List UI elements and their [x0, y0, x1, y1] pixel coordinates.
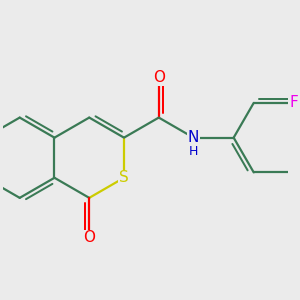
Text: O: O — [83, 230, 95, 245]
Text: H: H — [189, 145, 198, 158]
Text: O: O — [153, 70, 165, 85]
Text: S: S — [119, 170, 129, 185]
Text: N: N — [188, 130, 199, 145]
Text: F: F — [290, 95, 298, 110]
